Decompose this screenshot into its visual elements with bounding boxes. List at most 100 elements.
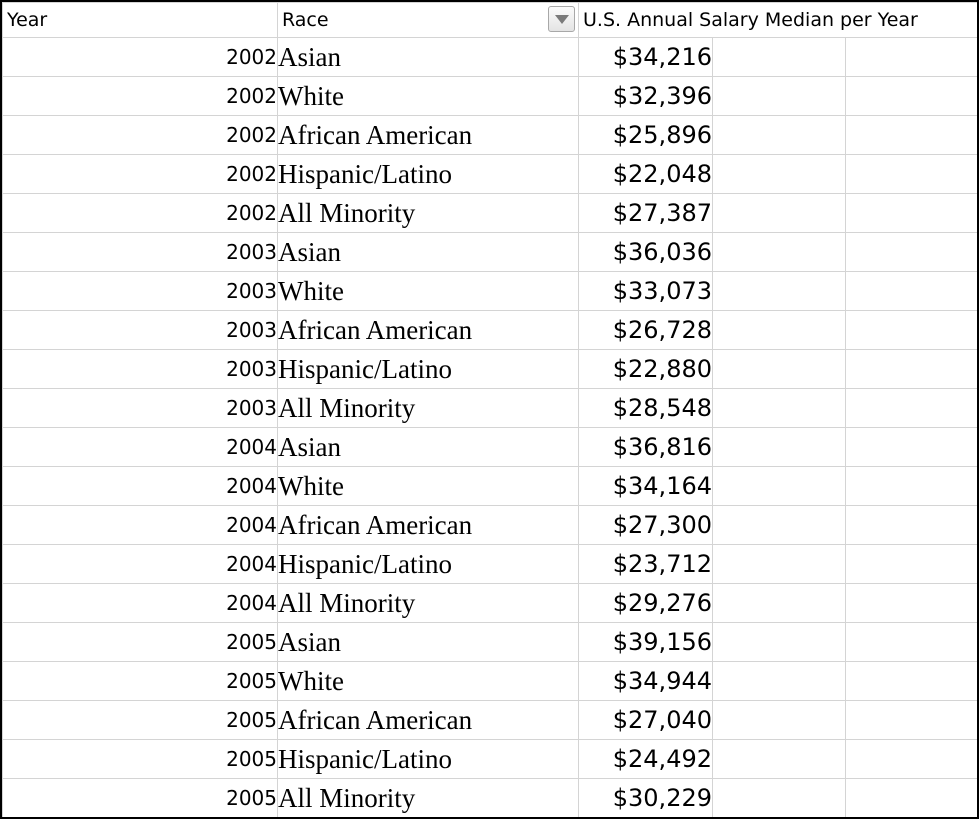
race-cell[interactable]: African American — [277, 115, 579, 155]
race-cell[interactable]: All Minority — [277, 583, 579, 623]
salary-cell[interactable]: $36,036 — [578, 232, 713, 272]
salary-cell[interactable]: $22,880 — [578, 349, 713, 389]
race-cell[interactable]: Asian — [277, 622, 579, 662]
salary-cell[interactable]: $36,816 — [578, 427, 713, 467]
empty-cell[interactable] — [844, 232, 977, 272]
empty-cell[interactable] — [712, 349, 846, 389]
salary-cell[interactable]: $39,156 — [578, 622, 713, 662]
year-cell[interactable]: 2004 — [2, 583, 278, 623]
salary-cell[interactable]: $22,048 — [578, 154, 713, 194]
year-header-cell[interactable]: Year — [2, 2, 278, 38]
empty-cell[interactable] — [844, 466, 977, 506]
salary-cell[interactable]: $25,896 — [578, 115, 713, 155]
race-cell[interactable]: Hispanic/Latino — [277, 349, 579, 389]
salary-cell[interactable]: $34,164 — [578, 466, 713, 506]
empty-cell[interactable] — [844, 193, 977, 233]
empty-cell[interactable] — [712, 427, 846, 467]
empty-cell[interactable] — [844, 310, 977, 350]
empty-cell[interactable] — [844, 583, 977, 623]
year-cell[interactable]: 2005 — [2, 661, 278, 701]
empty-cell[interactable] — [844, 622, 977, 662]
race-cell[interactable]: Asian — [277, 427, 579, 467]
race-cell[interactable]: White — [277, 271, 579, 311]
empty-cell[interactable] — [844, 544, 977, 584]
empty-cell[interactable] — [712, 622, 846, 662]
empty-cell[interactable] — [712, 37, 846, 77]
salary-cell[interactable]: $23,712 — [578, 544, 713, 584]
race-cell[interactable]: White — [277, 466, 579, 506]
empty-cell[interactable] — [844, 427, 977, 467]
year-cell[interactable]: 2002 — [2, 154, 278, 194]
year-cell[interactable]: 2005 — [2, 622, 278, 662]
year-cell[interactable]: 2003 — [2, 349, 278, 389]
race-cell[interactable]: Hispanic/Latino — [277, 544, 579, 584]
year-cell[interactable]: 2002 — [2, 76, 278, 116]
year-cell[interactable]: 2002 — [2, 37, 278, 77]
empty-cell[interactable] — [712, 739, 846, 779]
race-header-cell[interactable]: Race — [277, 2, 579, 38]
race-cell[interactable]: African American — [277, 700, 579, 740]
empty-cell[interactable] — [712, 661, 846, 701]
year-cell[interactable]: 2004 — [2, 466, 278, 506]
empty-cell[interactable] — [844, 349, 977, 389]
year-cell[interactable]: 2004 — [2, 505, 278, 545]
empty-cell[interactable] — [712, 544, 846, 584]
empty-cell[interactable] — [844, 271, 977, 311]
empty-cell[interactable] — [712, 76, 846, 116]
empty-cell[interactable] — [844, 154, 977, 194]
salary-cell[interactable]: $33,073 — [578, 271, 713, 311]
salary-cell[interactable]: $29,276 — [578, 583, 713, 623]
empty-cell[interactable] — [712, 232, 846, 272]
empty-cell[interactable] — [844, 505, 977, 545]
year-cell[interactable]: 2004 — [2, 427, 278, 467]
empty-cell[interactable] — [844, 388, 977, 428]
year-cell[interactable]: 2003 — [2, 310, 278, 350]
year-cell[interactable]: 2005 — [2, 739, 278, 779]
empty-cell[interactable] — [844, 739, 977, 779]
race-cell[interactable]: White — [277, 76, 579, 116]
empty-cell[interactable] — [844, 661, 977, 701]
race-cell[interactable]: Hispanic/Latino — [277, 739, 579, 779]
race-cell[interactable]: Asian — [277, 232, 579, 272]
year-cell[interactable]: 2005 — [2, 778, 278, 817]
year-cell[interactable]: 2002 — [2, 193, 278, 233]
race-cell[interactable]: White — [277, 661, 579, 701]
year-cell[interactable]: 2003 — [2, 271, 278, 311]
salary-cell[interactable]: $27,300 — [578, 505, 713, 545]
empty-cell[interactable] — [712, 310, 846, 350]
race-cell[interactable]: African American — [277, 310, 579, 350]
race-cell[interactable]: Asian — [277, 37, 579, 77]
year-cell[interactable]: 2003 — [2, 232, 278, 272]
empty-cell[interactable] — [844, 700, 977, 740]
filter-dropdown-button[interactable] — [548, 6, 575, 32]
year-cell[interactable]: 2005 — [2, 700, 278, 740]
salary-cell[interactable]: $30,229 — [578, 778, 713, 817]
year-cell[interactable]: 2003 — [2, 388, 278, 428]
empty-cell[interactable] — [844, 37, 977, 77]
race-cell[interactable]: All Minority — [277, 778, 579, 817]
race-cell[interactable]: All Minority — [277, 388, 579, 428]
salary-cell[interactable]: $24,492 — [578, 739, 713, 779]
salary-cell[interactable]: $34,944 — [578, 661, 713, 701]
empty-cell[interactable] — [712, 700, 846, 740]
race-cell[interactable]: African American — [277, 505, 579, 545]
empty-cell[interactable] — [712, 154, 846, 194]
salary-cell[interactable]: $27,387 — [578, 193, 713, 233]
salary-cell[interactable]: $27,040 — [578, 700, 713, 740]
empty-cell[interactable] — [712, 466, 846, 506]
salary-cell[interactable]: $26,728 — [578, 310, 713, 350]
empty-cell[interactable] — [712, 193, 846, 233]
empty-cell[interactable] — [712, 583, 846, 623]
salary-cell[interactable]: $28,548 — [578, 388, 713, 428]
salary-header-cell[interactable]: U.S. Annual Salary Median per Year — [577, 2, 977, 38]
race-cell[interactable]: Hispanic/Latino — [277, 154, 579, 194]
empty-cell[interactable] — [712, 505, 846, 545]
salary-cell[interactable]: $32,396 — [578, 76, 713, 116]
empty-cell[interactable] — [712, 778, 846, 817]
year-cell[interactable]: 2002 — [2, 115, 278, 155]
empty-cell[interactable] — [844, 76, 977, 116]
empty-cell[interactable] — [712, 388, 846, 428]
year-cell[interactable]: 2004 — [2, 544, 278, 584]
empty-cell[interactable] — [712, 115, 846, 155]
salary-cell[interactable]: $34,216 — [578, 37, 713, 77]
